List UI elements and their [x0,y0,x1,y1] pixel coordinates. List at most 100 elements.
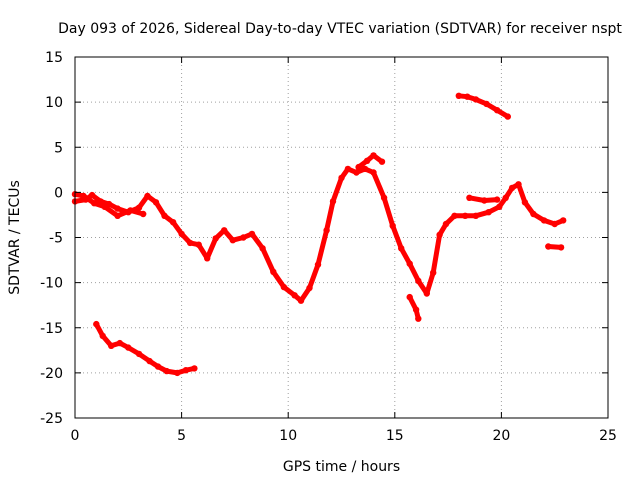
data-point [163,367,170,375]
data-point [355,163,362,171]
data-point [108,342,115,349]
data-point [114,205,121,212]
data-point [240,234,247,241]
data-point [406,293,413,301]
x-tick-label: 0 [71,428,80,444]
data-point [99,332,106,340]
data-point [186,239,194,247]
data-point [323,227,330,234]
data-point [144,192,151,200]
data-point [370,169,377,176]
data-point [415,315,422,322]
data-point [389,222,396,229]
y-tick-label: -15 [40,321,63,337]
grid-layer [75,57,608,418]
data-point [466,194,473,201]
x-axis-title: GPS time / hours [283,459,400,475]
data-point [551,220,558,228]
data-point [204,255,211,262]
data-point [88,191,96,199]
data-point [515,181,522,188]
data-point [135,350,143,358]
data-point [496,203,503,210]
data-point [455,92,462,100]
data-point [442,220,450,228]
data-point [436,231,443,238]
data-point [195,241,202,248]
data-point [306,284,313,292]
data-point [508,184,516,192]
data-point [314,261,322,268]
series-main [72,166,566,304]
data-point [361,165,369,173]
data-point [493,196,501,203]
y-tick-label: 10 [45,95,63,111]
data-point [481,197,488,204]
data-point [370,152,377,159]
data-point [472,96,479,103]
data-point [485,209,492,216]
x-tick-label: 10 [279,428,297,444]
data-point [353,169,360,176]
data-point [248,230,256,238]
chart-title: Day 093 of 2026, Sidereal Day-to-day VTE… [58,21,622,37]
x-tick-label: 25 [599,428,617,444]
data-point [125,344,132,351]
data-point [521,199,529,206]
data-point [182,367,190,374]
data-point [493,107,501,114]
data-point [93,320,100,328]
data-point [191,365,198,372]
series-layer [71,92,567,377]
data-point [363,157,371,164]
data-point [259,245,266,252]
data-point [169,219,177,226]
data-point [221,227,228,234]
data-point [462,212,469,219]
data-point [378,158,386,165]
data-point [502,194,509,201]
data-point [338,174,345,182]
data-point [91,200,98,207]
data-point [127,207,134,214]
data-point [344,165,352,173]
y-tick-label: 5 [54,140,63,156]
data-point [146,357,153,365]
data-point [101,203,109,210]
data-point [472,212,479,219]
data-point [161,212,168,219]
data-point [504,113,511,120]
data-point [212,235,219,242]
data-point [464,93,471,100]
y-tick-label: -20 [40,366,63,382]
tick-layer: 0 5 10 15 20 25 15 10 5 0 -5 -10 -15 -20 -25 [40,50,617,444]
data-point [560,217,567,224]
y-tick-label: -10 [40,276,63,292]
y-axis-title: SDTVAR / TECUs [7,180,23,295]
data-point [297,297,305,304]
data-point [415,277,422,284]
data-point [483,100,490,108]
data-point [154,363,162,370]
data-point [280,283,288,291]
data-point [80,192,87,200]
data-point [329,198,337,205]
y-tick-label: -5 [49,231,63,247]
data-point [430,269,437,276]
data-point [545,243,552,250]
y-tick-label: 15 [45,50,63,66]
data-point [540,217,548,224]
y-tick-label: 0 [54,185,63,201]
data-point [270,268,277,275]
data-point [116,339,124,347]
data-point [451,212,458,219]
x-tick-label: 5 [177,428,186,444]
data-point [178,230,185,238]
series-peak-tail [356,152,385,170]
data-point [291,292,298,299]
data-point [380,194,388,201]
data-point [557,244,565,251]
data-point [406,260,413,267]
